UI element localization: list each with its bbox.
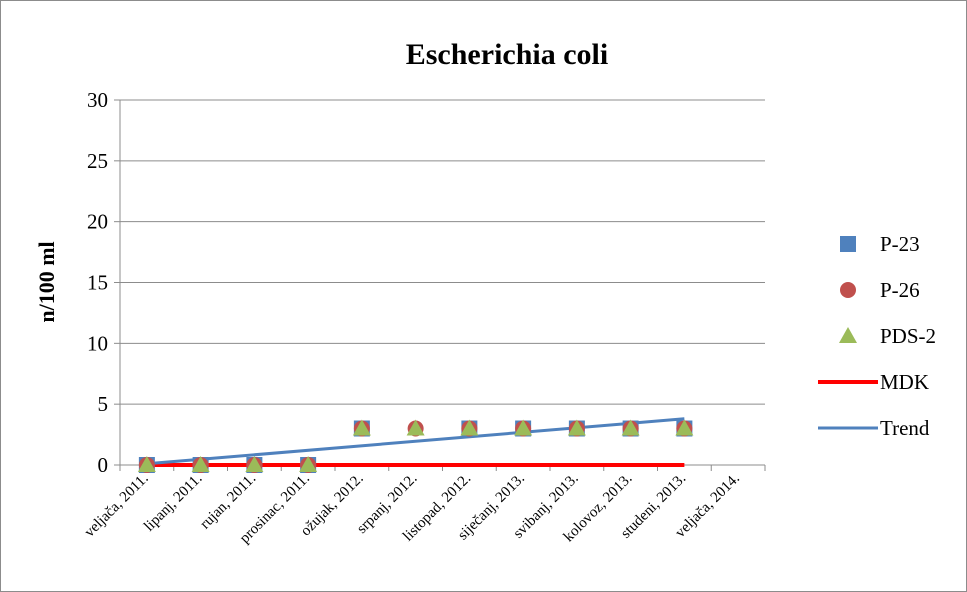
point-pds-2-triangle — [191, 456, 210, 472]
x-tick-label: lipanj, 2011. — [141, 471, 205, 535]
legend-label-p-23: P-23 — [880, 232, 920, 256]
x-tick-labels: veljača, 2011.lipanj, 2011.rujan, 2011.p… — [82, 471, 743, 547]
y-tick-label: 0 — [98, 453, 109, 477]
point-pds-2-triangle — [137, 456, 156, 472]
point-pds-2-triangle — [567, 419, 586, 436]
y-tick-label: 15 — [87, 271, 108, 295]
point-pds-2-triangle — [514, 419, 533, 436]
y-tick-label: 25 — [87, 149, 108, 173]
point-pds-2-triangle — [299, 456, 318, 472]
gridlines — [120, 99, 765, 405]
legend: P-23 P-26 PDS-2 MDK Trend — [818, 232, 936, 440]
legend-swatch-pds-2-triangle — [839, 327, 857, 343]
point-pds-2-triangle — [460, 419, 479, 436]
y-tick-label: 30 — [87, 88, 108, 112]
x-tick-label: veljača, 2011. — [82, 471, 152, 541]
point-pds-2-triangle — [352, 419, 371, 436]
point-pds-2-triangle — [406, 419, 425, 436]
y-tick-label: 20 — [87, 210, 108, 234]
legend-label-mdk: MDK — [880, 370, 929, 394]
point-pds-2-triangle — [675, 419, 694, 436]
legend-label-trend: Trend — [880, 416, 930, 440]
series-markers — [137, 419, 694, 473]
y-axis-label: n/100 ml — [34, 241, 59, 322]
y-tick-label: 10 — [87, 331, 108, 355]
legend-swatch-p-26-circle — [840, 282, 856, 298]
legend-label-pds-2: PDS-2 — [880, 324, 936, 348]
legend-label-p-26: P-26 — [880, 278, 920, 302]
y-tick-label: 5 — [98, 392, 109, 416]
series-line-trend — [146, 417, 685, 466]
series-lines — [146, 417, 685, 467]
axes — [114, 99, 766, 471]
y-tick-labels: 0 5 10 15 20 25 30 — [87, 88, 108, 477]
chart-title: Escherichia coli — [406, 38, 608, 71]
point-pds-2-triangle — [245, 456, 264, 472]
legend-swatch-p-23-square — [840, 236, 856, 252]
point-pds-2-triangle — [621, 419, 640, 436]
